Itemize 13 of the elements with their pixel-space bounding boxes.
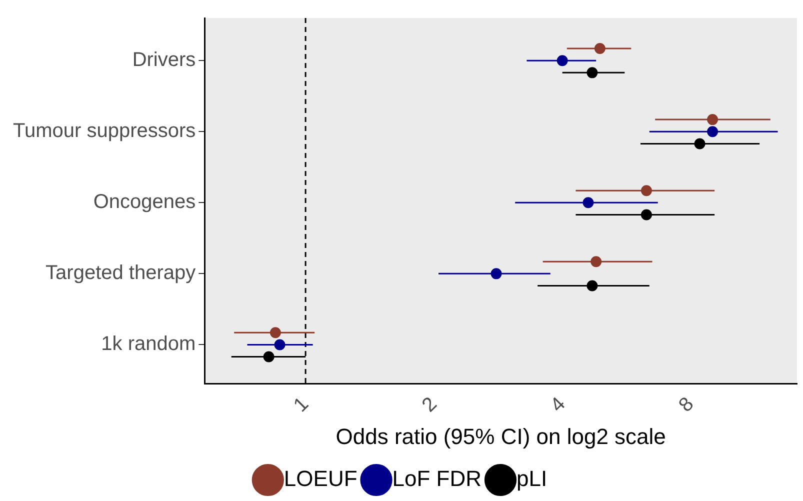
x-tick-label: 8	[674, 393, 698, 417]
legend-label: pLI	[516, 466, 548, 492]
y-tick-label: Tumour suppressors	[13, 120, 196, 142]
legend-label: LoF FDR	[392, 466, 482, 492]
y-tick-label: Oncogenes	[93, 191, 196, 214]
x-tick-label: 2	[418, 393, 442, 417]
y-tick-label: Drivers	[132, 49, 196, 72]
x-tick-label: 1	[290, 393, 313, 417]
y-tick-label: Targeted therapy	[46, 262, 196, 284]
x-axis-title: Odds ratio (95% CI) on log2 scale	[336, 424, 666, 449]
x-tick-label: 4	[546, 393, 570, 417]
legend-label: LOEUF	[284, 466, 358, 492]
y-tick-label: 1k random	[101, 333, 196, 356]
